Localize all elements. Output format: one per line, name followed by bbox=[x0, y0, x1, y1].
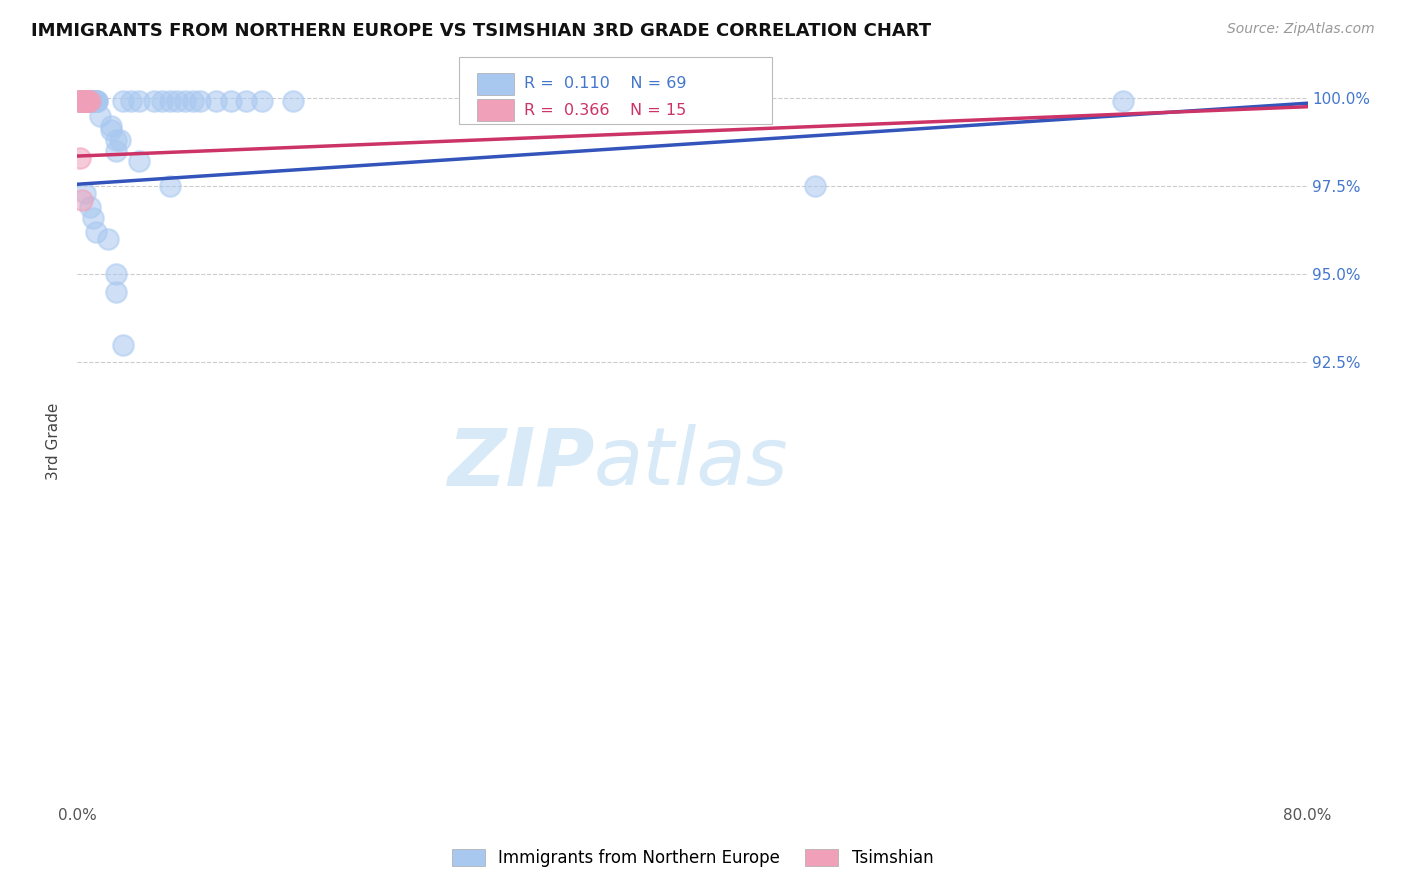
Point bbox=[76, 95, 98, 109]
Point bbox=[204, 95, 226, 109]
Point bbox=[86, 95, 108, 109]
Point bbox=[97, 232, 120, 246]
Point bbox=[83, 95, 105, 109]
Point bbox=[82, 95, 104, 109]
Y-axis label: 3rd Grade: 3rd Grade bbox=[46, 403, 62, 480]
Point bbox=[73, 186, 96, 200]
Point bbox=[128, 154, 150, 169]
Bar bbox=[477, 100, 515, 121]
Point bbox=[73, 95, 96, 109]
Point bbox=[79, 95, 101, 109]
Point bbox=[72, 95, 94, 109]
Point bbox=[281, 95, 304, 109]
Point bbox=[82, 211, 104, 225]
Point bbox=[72, 95, 94, 109]
Point bbox=[84, 95, 107, 109]
Point bbox=[76, 95, 98, 109]
Point bbox=[76, 95, 98, 109]
Point bbox=[79, 95, 101, 109]
Point bbox=[84, 95, 107, 109]
Point bbox=[69, 151, 91, 165]
Point bbox=[77, 95, 100, 109]
Point bbox=[76, 95, 98, 109]
Point bbox=[83, 95, 105, 109]
Point bbox=[86, 95, 108, 109]
Point bbox=[77, 95, 100, 109]
Point bbox=[77, 95, 100, 109]
Point bbox=[110, 133, 132, 147]
Point bbox=[104, 133, 127, 147]
Point bbox=[70, 95, 93, 109]
Point bbox=[73, 95, 96, 109]
Point bbox=[77, 95, 100, 109]
Point bbox=[82, 95, 104, 109]
Point bbox=[67, 95, 90, 109]
Point bbox=[112, 337, 135, 351]
Point bbox=[69, 95, 91, 109]
Text: R =  0.110    N = 69: R = 0.110 N = 69 bbox=[524, 76, 686, 91]
FancyBboxPatch shape bbox=[458, 57, 772, 124]
Point bbox=[104, 285, 127, 299]
Point bbox=[143, 95, 166, 109]
Point bbox=[80, 95, 103, 109]
Point bbox=[250, 95, 273, 109]
Point bbox=[79, 95, 101, 109]
Point bbox=[174, 95, 197, 109]
Point bbox=[70, 95, 93, 109]
Point bbox=[79, 200, 101, 214]
Point bbox=[84, 95, 107, 109]
Point bbox=[219, 95, 242, 109]
Point bbox=[72, 95, 94, 109]
Point bbox=[70, 95, 93, 109]
Point bbox=[181, 95, 204, 109]
Point bbox=[77, 95, 100, 109]
Legend: Immigrants from Northern Europe, Tsimshian: Immigrants from Northern Europe, Tsimshi… bbox=[444, 842, 941, 874]
Point bbox=[89, 109, 111, 123]
Bar bbox=[477, 73, 515, 95]
Point bbox=[100, 119, 122, 133]
Text: IMMIGRANTS FROM NORTHERN EUROPE VS TSIMSHIAN 3RD GRADE CORRELATION CHART: IMMIGRANTS FROM NORTHERN EUROPE VS TSIMS… bbox=[31, 22, 931, 40]
Text: ZIP: ZIP bbox=[447, 425, 595, 502]
Point bbox=[188, 95, 212, 109]
Point bbox=[1112, 95, 1135, 109]
Point bbox=[79, 95, 101, 109]
Point bbox=[72, 95, 94, 109]
Text: R =  0.366    N = 15: R = 0.366 N = 15 bbox=[524, 103, 686, 118]
Point bbox=[84, 225, 107, 239]
Point bbox=[82, 95, 104, 109]
Point bbox=[120, 95, 142, 109]
Point bbox=[104, 144, 127, 158]
Point bbox=[100, 122, 122, 136]
Point bbox=[69, 95, 91, 109]
Point bbox=[235, 95, 257, 109]
Point bbox=[67, 95, 90, 109]
Point bbox=[76, 95, 98, 109]
Point bbox=[804, 179, 827, 194]
Point bbox=[150, 95, 173, 109]
Point bbox=[72, 95, 94, 109]
Point bbox=[112, 95, 135, 109]
Point bbox=[159, 179, 181, 194]
Point bbox=[166, 95, 188, 109]
Point bbox=[69, 95, 91, 109]
Point bbox=[128, 95, 150, 109]
Point bbox=[70, 193, 93, 207]
Text: Source: ZipAtlas.com: Source: ZipAtlas.com bbox=[1227, 22, 1375, 37]
Point bbox=[73, 95, 96, 109]
Text: atlas: atlas bbox=[595, 425, 789, 502]
Point bbox=[70, 95, 93, 109]
Point bbox=[70, 95, 93, 109]
Point bbox=[104, 267, 127, 281]
Point bbox=[73, 95, 96, 109]
Point bbox=[159, 95, 181, 109]
Point bbox=[73, 95, 96, 109]
Point bbox=[77, 95, 100, 109]
Point bbox=[80, 95, 103, 109]
Point bbox=[76, 95, 98, 109]
